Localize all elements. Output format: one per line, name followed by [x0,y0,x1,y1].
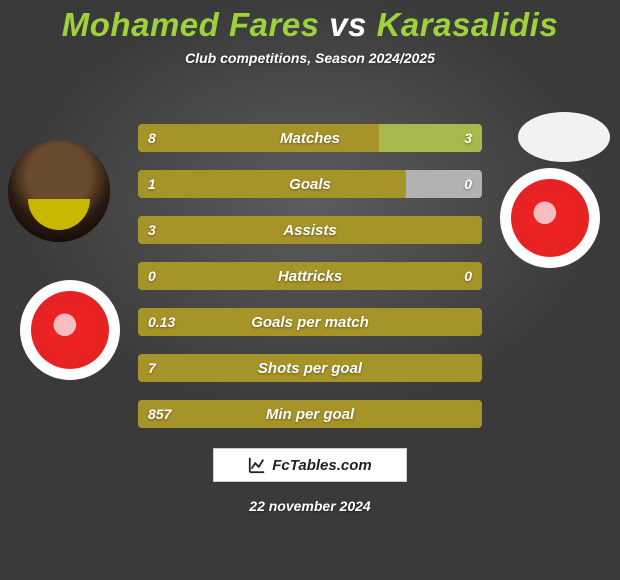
stat-row: 857Min per goal [138,400,482,428]
title-vs: vs [329,6,367,43]
stat-label: Shots per goal [138,354,482,382]
fctables-logo: FcTables.com [213,448,407,482]
stats-bars: 83Matches 10Goals 3Assists 00Hattricks 0.13G… [138,124,482,446]
player2-name: Karasalidis [377,6,559,43]
date-text: 22 november 2024 [0,498,620,514]
logo-text: FcTables.com [272,457,371,474]
stat-label: Goals per match [138,308,482,336]
stat-row: 3Assists [138,216,482,244]
subtitle: Club competitions, Season 2024/2025 [0,50,620,66]
stat-label: Min per goal [138,400,482,428]
stat-row: 00Hattricks [138,262,482,290]
player2-club-badge [500,168,600,268]
stat-row: 10Goals [138,170,482,198]
player1-name: Mohamed Fares [62,6,320,43]
player1-club-badge [20,280,120,380]
comparison-title: Mohamed Fares vs Karasalidis [0,6,620,44]
chart-icon [248,456,266,474]
stat-row: 83Matches [138,124,482,152]
stat-label: Goals [138,170,482,198]
stat-row: 0.13Goals per match [138,308,482,336]
stat-label: Hattricks [138,262,482,290]
stat-label: Matches [138,124,482,152]
player1-avatar [8,140,110,242]
stat-row: 7Shots per goal [138,354,482,382]
stat-label: Assists [138,216,482,244]
player2-avatar [518,112,610,162]
